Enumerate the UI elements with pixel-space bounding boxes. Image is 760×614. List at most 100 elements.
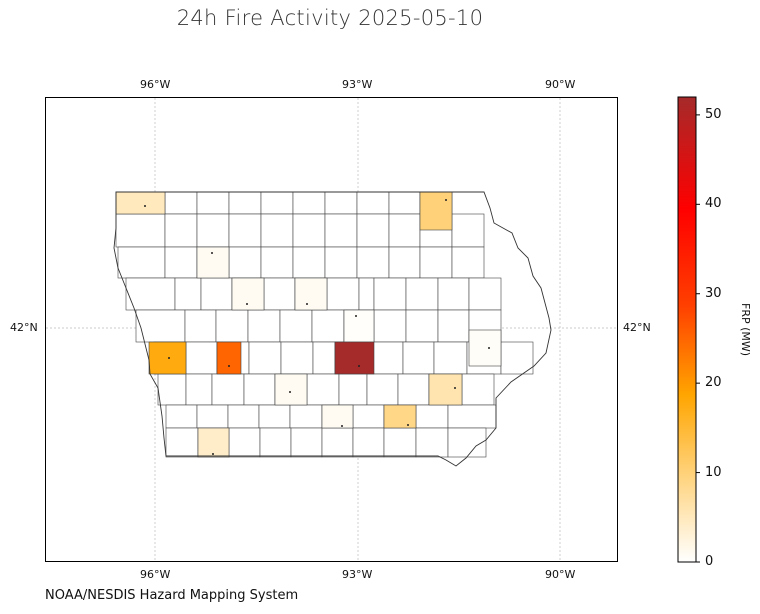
lat-label-left-42: 42°N bbox=[10, 321, 38, 334]
county-cell bbox=[451, 246, 485, 279]
lon-label-top-93: 93°W bbox=[342, 78, 373, 91]
fire-detection-point bbox=[454, 387, 456, 389]
county-cell bbox=[447, 404, 497, 429]
fire-detection-point bbox=[341, 425, 343, 427]
fire-detection-point bbox=[306, 303, 308, 305]
county-cell bbox=[324, 191, 358, 215]
county-cell bbox=[247, 309, 281, 343]
county-cell bbox=[388, 191, 421, 215]
fire-county-south-central-2[interactable] bbox=[321, 404, 354, 429]
county-cell bbox=[447, 427, 487, 458]
colorbar-tick-label: 10 bbox=[705, 464, 722, 480]
county-cell bbox=[157, 373, 187, 406]
fire-detection-point bbox=[488, 347, 490, 349]
county-cell bbox=[373, 309, 407, 343]
county-cell bbox=[174, 277, 202, 311]
fire-county-central-1[interactable] bbox=[294, 277, 328, 311]
fire-county-south-east-2[interactable] bbox=[383, 404, 417, 429]
county-cell bbox=[259, 427, 292, 458]
fire-county-central-hot[interactable] bbox=[334, 341, 375, 375]
county-cell bbox=[415, 427, 449, 458]
fire-detection-point bbox=[445, 199, 447, 201]
lat-label-right-42: 42°N bbox=[623, 321, 651, 334]
county-cell bbox=[165, 427, 199, 458]
county-cell bbox=[352, 404, 385, 429]
map-panel[interactable] bbox=[45, 97, 618, 562]
county-cell bbox=[185, 341, 218, 375]
county-cell bbox=[437, 277, 470, 311]
fire-county-nw-corner[interactable] bbox=[115, 191, 166, 215]
fire-detection-point bbox=[144, 205, 146, 207]
county-cell bbox=[321, 427, 354, 458]
county-cell bbox=[292, 246, 326, 279]
county-cell bbox=[468, 277, 502, 311]
county-cell bbox=[419, 246, 453, 279]
county-cell bbox=[338, 373, 368, 406]
county-cell bbox=[356, 191, 390, 215]
county-cell bbox=[383, 427, 417, 458]
fire-county-west-border[interactable] bbox=[148, 341, 187, 375]
fire-detections bbox=[144, 199, 490, 455]
fire-detection-point bbox=[289, 391, 291, 393]
fire-detection-point bbox=[212, 453, 214, 455]
county-cell bbox=[227, 404, 260, 429]
county-cell bbox=[324, 213, 358, 248]
county-cell bbox=[290, 427, 323, 458]
county-cell bbox=[279, 309, 313, 343]
county-cell bbox=[215, 309, 249, 343]
county-cell bbox=[356, 246, 390, 279]
fire-county-ne-corner[interactable] bbox=[419, 191, 453, 231]
county-layer bbox=[115, 191, 534, 458]
colorbar-title: FRP (MW) bbox=[739, 303, 752, 357]
county-cell bbox=[228, 246, 262, 279]
county-cell bbox=[228, 213, 262, 248]
colorbar-tick-label: 40 bbox=[705, 196, 722, 212]
county-cell bbox=[211, 373, 245, 406]
fire-county-central-2[interactable] bbox=[343, 309, 375, 343]
state-outline bbox=[113, 191, 552, 467]
colorbar bbox=[677, 96, 700, 563]
county-cell bbox=[292, 213, 326, 248]
county-cell bbox=[461, 373, 495, 406]
county-cell bbox=[352, 427, 385, 458]
county-cell bbox=[260, 246, 294, 279]
fire-detection-point bbox=[355, 315, 357, 317]
fire-county-east-1[interactable] bbox=[468, 329, 502, 367]
fire-county-north-central[interactable] bbox=[196, 246, 230, 279]
county-cell bbox=[437, 309, 470, 343]
county-cell bbox=[397, 373, 430, 406]
county-cell bbox=[228, 191, 262, 215]
fire-county-southeast-1[interactable] bbox=[428, 373, 463, 406]
county-cell bbox=[164, 213, 198, 248]
county-cell bbox=[185, 373, 213, 406]
county-cell bbox=[184, 309, 217, 343]
county-cell bbox=[165, 404, 198, 429]
county-cell bbox=[366, 373, 399, 406]
county-cell bbox=[115, 213, 166, 248]
fire-detection-point bbox=[246, 303, 248, 305]
fire-detection-point bbox=[168, 357, 170, 359]
county-cell bbox=[405, 309, 439, 343]
fire-county-southwest-bottom[interactable] bbox=[197, 427, 230, 458]
lon-label-bottom-93: 93°W bbox=[342, 568, 373, 581]
county-cell bbox=[292, 191, 326, 215]
county-cell bbox=[164, 191, 198, 215]
county-cell bbox=[405, 277, 439, 311]
county-cell bbox=[358, 277, 375, 311]
lon-label-top-90: 90°W bbox=[545, 78, 576, 91]
fire-county-west-central[interactable] bbox=[216, 341, 242, 375]
county-cell bbox=[312, 341, 336, 375]
county-cell bbox=[196, 404, 229, 429]
county-cell bbox=[248, 341, 282, 375]
colorbar-tick-label: 30 bbox=[705, 285, 722, 301]
county-cell bbox=[200, 277, 233, 311]
fire-county-south-central-1[interactable] bbox=[274, 373, 308, 406]
colorbar-tick-label: 0 bbox=[705, 554, 714, 569]
iowa-border bbox=[113, 191, 552, 467]
fire-county-central-west-1[interactable] bbox=[231, 277, 265, 311]
county-cell bbox=[258, 404, 291, 429]
county-cell bbox=[196, 191, 230, 215]
colorbar-tick-label: 20 bbox=[705, 375, 722, 391]
county-cell bbox=[311, 309, 345, 343]
county-cell bbox=[326, 277, 360, 311]
